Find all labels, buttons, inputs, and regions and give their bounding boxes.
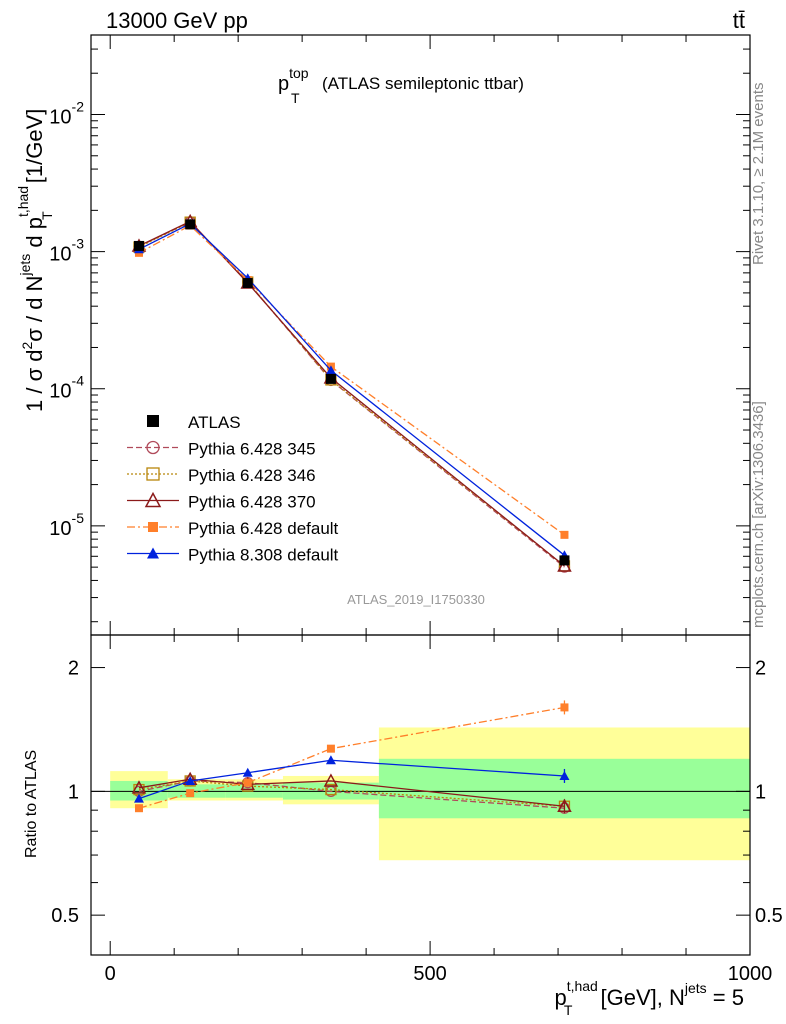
main-line-py346 <box>138 221 565 567</box>
ylabel-part-h: [1/GeV] <box>22 109 47 190</box>
legend-label-py346: Pythia 6.428 346 <box>188 466 316 485</box>
xlabel-sub: T <box>564 1002 573 1018</box>
main-y-tick-label: 10-3 <box>49 236 84 266</box>
main-y-tick-label: 10-5 <box>49 510 84 540</box>
main-y-tick-base: 10 <box>49 381 71 403</box>
ratio-y-tick-label-right: 2 <box>755 658 766 680</box>
main-y-tick-label: 10-2 <box>49 99 84 129</box>
ylabel-part-g: T <box>39 211 55 220</box>
main-y-tick-label: 10-4 <box>49 373 84 403</box>
main-y-tick-exp: -5 <box>72 510 85 526</box>
xlabel-sup2: jets <box>684 980 707 996</box>
main-point-data <box>133 240 144 251</box>
main-point-data <box>559 555 570 566</box>
title-sub: T <box>291 90 300 106</box>
main-y-axis-label: 1 / σ d2σ / d Njets d pt,had T [1/GeV] <box>15 109 55 412</box>
legend-marker-py8def <box>147 547 159 559</box>
legend-marker-py345 <box>146 440 160 455</box>
title-suffix: (ATLAS semileptonic ttbar) <box>322 74 524 93</box>
ratio-y-tick-label-right: 1 <box>755 781 766 803</box>
main-y-tick-exp: -4 <box>72 373 85 389</box>
legend-marker-py370 <box>144 491 162 508</box>
main-point-py370 <box>557 558 572 572</box>
xlabel-sup: t,had <box>567 978 598 994</box>
legend: ATLAS Pythia 6.428 345 Pythia 6.428 346 Pyt… <box>127 413 339 565</box>
legend-label-data: ATLAS <box>188 413 241 432</box>
ratio-point-py6def <box>243 778 252 787</box>
ratio-point-py8def <box>133 793 144 803</box>
svg-text:ptop: ptop <box>278 65 309 95</box>
ratio-point-py8def <box>242 767 253 777</box>
ratio-y-tick-label-right: 0.5 <box>755 905 783 927</box>
rivet-label: Rivet 3.1.10, ≥ 2.1M events <box>750 83 767 266</box>
ratio-point-py8def <box>185 775 196 785</box>
main-line-py6def <box>138 224 565 536</box>
main-y-tick-base: 10 <box>49 244 71 266</box>
x-tick-label: 500 <box>413 963 446 985</box>
ratio-plot-area: 0 500 1000 0.5 0.5 1 1 2 2 <box>51 634 783 985</box>
ratio-y-axis-label: Ratio to ATLAS <box>23 750 40 858</box>
ratio-y-tick-label-left: 0.5 <box>51 905 79 927</box>
xlabel-tail: = 5 <box>707 985 744 1010</box>
ratio-point-py6def <box>186 789 195 798</box>
main-y-tick-base: 10 <box>49 107 71 129</box>
ylabel-part-d: jets <box>17 254 33 277</box>
ratio-point-py8def <box>325 755 336 765</box>
xlabel-mid: [GeV], N <box>594 985 684 1010</box>
main-point-data <box>185 219 196 230</box>
legend-label-py345: Pythia 6.428 345 <box>188 440 316 459</box>
x-axis-label: pt,had T [GeV], Njets = 5 <box>554 978 744 1018</box>
ratio-y-tick-label-left: 2 <box>68 658 79 680</box>
ratio-point-py6def <box>326 744 335 753</box>
main-point-py8def <box>325 365 336 375</box>
title-sup: top <box>289 65 309 81</box>
ratio-y-tick-label-left: 1 <box>68 781 79 803</box>
ratio-point-py370 <box>131 780 147 794</box>
legend-label-py8def: Pythia 8.308 default <box>188 546 339 565</box>
main-plot-area: 10-510-410-310-2 <box>49 34 751 636</box>
ylabel-part-b: 2 <box>19 342 35 350</box>
ratio-point-py6def <box>134 804 143 813</box>
ylabel-part-e: d p <box>22 217 47 254</box>
x-tick-label: 0 <box>105 963 116 985</box>
legend-label-py6def: Pythia 6.428 default <box>188 519 339 538</box>
main-line-py370 <box>138 220 565 567</box>
legend-marker-data <box>147 415 159 427</box>
ylabel-part-a: 1 / σ d <box>22 350 47 413</box>
legend-label-py370: Pythia 6.428 370 <box>188 493 316 512</box>
ratio-frame <box>90 634 751 956</box>
main-y-tick-base: 10 <box>49 518 71 540</box>
main-point-data <box>325 373 336 384</box>
main-point-data <box>242 278 253 289</box>
title-p: p <box>278 73 289 95</box>
ratio-point-py346 <box>325 783 337 796</box>
ylabel-part-c: σ / d N <box>22 276 47 342</box>
main-point-py6def <box>560 530 569 539</box>
ylabel-part-f: t,had <box>15 186 31 217</box>
plot-title: ptop T (ATLAS semileptonic ttbar) <box>278 65 524 106</box>
ratio-line-py6def <box>138 706 565 809</box>
mcplots-label: mcplots.cern.ch [arXiv:1306.3436] <box>750 401 767 628</box>
legend-marker-py6def <box>148 522 158 532</box>
legend-marker-py346 <box>146 467 160 481</box>
ratio-point-py370 <box>323 773 339 787</box>
x-tick-label: 1000 <box>728 963 773 985</box>
header-process-label: tt̄ <box>733 8 745 33</box>
main-y-tick-exp: -2 <box>72 99 85 115</box>
header-energy-label: 13000 GeV pp <box>106 8 248 33</box>
main-y-tick-exp: -3 <box>72 236 85 252</box>
xlabel-p: p <box>554 985 566 1010</box>
analysis-id: ATLAS_2019_I1750330 <box>347 592 485 607</box>
